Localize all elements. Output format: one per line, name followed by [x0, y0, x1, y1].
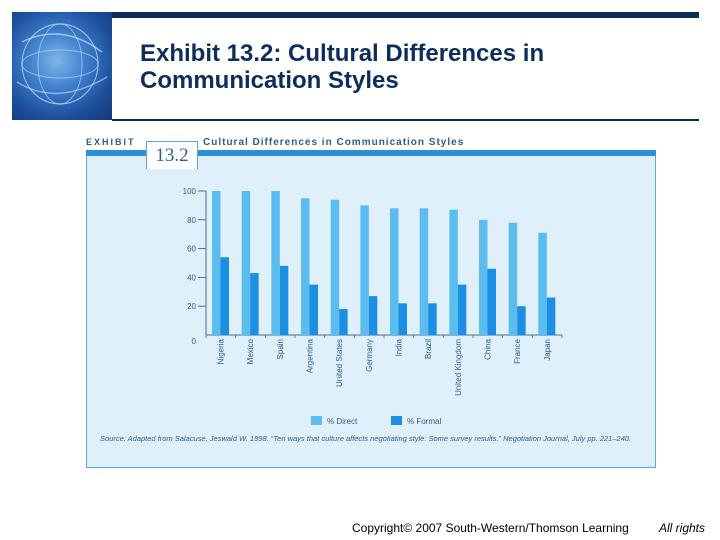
legend-label-formal: % Formal: [407, 417, 441, 426]
chart-legend: % Direct % Formal: [311, 416, 441, 426]
x-tick-label: China: [484, 338, 493, 359]
bar-formal-nigeria: [220, 257, 229, 335]
x-tick-label: United Kingdom: [454, 339, 463, 396]
exhibit-label: EXHIBIT: [86, 137, 136, 147]
y-tick-label: 40: [187, 273, 196, 282]
y-tick-label: 60: [187, 245, 196, 254]
bar-direct-mexico: [241, 191, 251, 335]
bar-direct-germany: [360, 205, 369, 335]
x-tick-label: Nigeria: [217, 338, 226, 364]
bar-formal-united-states: [339, 309, 348, 335]
x-tick-label: United States: [335, 339, 344, 387]
bar-formal-united-kingdom: [457, 284, 467, 335]
bar-formal-brazil: [428, 303, 437, 335]
bar-direct-india: [390, 208, 399, 335]
header-divider: [112, 119, 699, 121]
bar-direct-japan: [538, 232, 547, 335]
rights-text: All rights: [659, 521, 706, 535]
bar-formal-japan: [546, 297, 556, 335]
x-tick-label: Mexico: [246, 338, 255, 364]
header-bar: [112, 12, 699, 18]
bar-direct-argentina: [301, 198, 310, 335]
globe-logo: [12, 12, 112, 120]
bar-direct-united-kingdom: [449, 209, 458, 335]
bar-direct-spain: [271, 191, 280, 335]
y-tick-label: 0: [192, 337, 197, 346]
exhibit-number: 13.2: [146, 141, 198, 169]
slide-title-line1: Exhibit 13.2: Cultural Differences in: [140, 40, 545, 67]
legend-swatch-formal: [391, 416, 402, 425]
slide-title-line2: Communication Styles: [140, 67, 399, 94]
bar-direct-united-states: [330, 199, 340, 335]
source-note: Source: Adapted from Salacuse, Jeswald W…: [100, 434, 632, 443]
exhibit-rule: [86, 150, 656, 156]
chart-axes: [205, 191, 563, 338]
y-axis-ticks: 0 20 40 60 80 100: [183, 187, 206, 346]
bar-formal-argentina: [309, 284, 318, 335]
bar-formal-spain: [279, 265, 289, 335]
bar-direct-brazil: [419, 208, 429, 335]
x-tick-label: France: [513, 338, 522, 363]
bar-formal-france: [517, 306, 526, 335]
bar-formal-mexico: [250, 273, 259, 335]
exhibit-title: Cultural Differences in Communication St…: [203, 137, 465, 148]
legend-swatch-direct: [311, 416, 322, 425]
bar-direct-nigeria: [212, 191, 221, 335]
x-tick-label: India: [395, 338, 404, 356]
x-tick-label: Spain: [276, 339, 285, 359]
x-tick-label: Brazil: [424, 339, 433, 359]
legend-label-direct: % Direct: [327, 417, 358, 426]
x-tick-label: Argentina: [306, 338, 315, 373]
copyright-text: Copyright© 2007 South-Western/Thomson Le…: [352, 521, 629, 535]
x-tick-label: Germany: [365, 339, 374, 372]
y-tick-label: 20: [187, 302, 196, 311]
bar-formal-india: [398, 303, 407, 335]
x-tick-label: Japan: [543, 339, 552, 361]
x-axis-labels: Nigeria Mexico Spain Argentina United States…: [217, 338, 552, 395]
bar-chart: 0 20 40 60 80 100 Nigeria Mexico Spain Argentina…: [183, 187, 563, 426]
slide-title: Exhibit 13.2: Cultural Differences in Co…: [140, 40, 700, 94]
bar-direct-france: [508, 222, 518, 335]
bar-formal-germany: [368, 296, 378, 335]
bar-formal-china: [487, 268, 496, 335]
y-tick-label: 80: [187, 216, 196, 225]
bar-direct-china: [479, 219, 488, 335]
y-tick-label: 100: [183, 187, 197, 196]
chart-bars: [212, 191, 556, 335]
